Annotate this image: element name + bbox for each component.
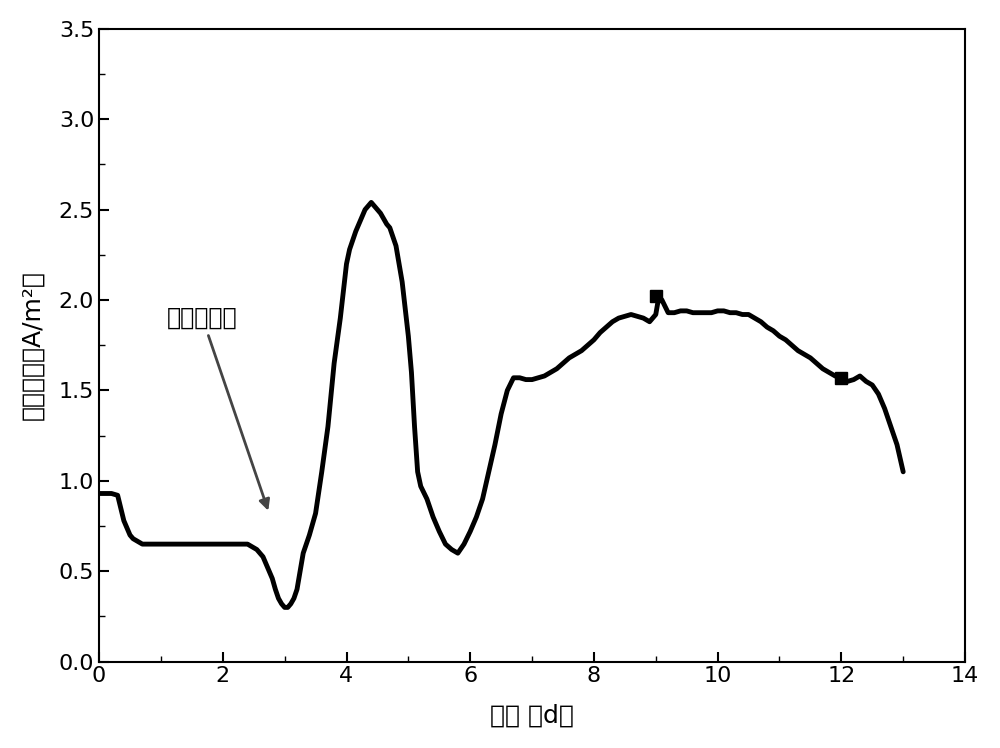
Text: 添加纤维素: 添加纤维素 xyxy=(167,306,269,508)
X-axis label: 时间 （d）: 时间 （d） xyxy=(490,703,574,727)
Y-axis label: 电流密度（A/m²）: 电流密度（A/m²） xyxy=(21,270,45,420)
